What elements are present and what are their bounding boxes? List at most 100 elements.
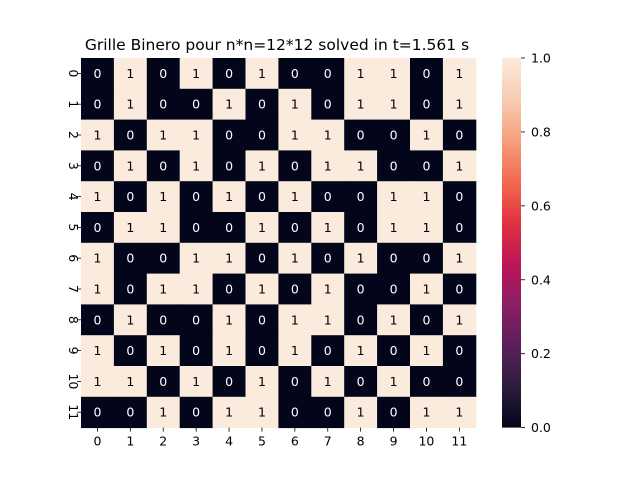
- cell-value-label: 1: [93, 189, 101, 204]
- cell-value-label: 1: [159, 405, 167, 420]
- cell-value-label: 1: [291, 343, 299, 358]
- cell-value-label: 1: [93, 282, 101, 297]
- cell-value-label: 1: [390, 374, 398, 389]
- cell-value-label: 0: [225, 282, 233, 297]
- x-tick-label: 0: [93, 434, 101, 449]
- cell-value-label: 1: [455, 97, 463, 112]
- cell-value-label: 1: [357, 405, 365, 420]
- cell-value-label: 0: [258, 189, 266, 204]
- cell-value-label: 1: [258, 374, 266, 389]
- cell-value-label: 0: [192, 220, 200, 235]
- cell-value-label: 1: [357, 158, 365, 173]
- y-tick-label: 8: [66, 316, 81, 324]
- cell-value-label: 0: [422, 97, 430, 112]
- cell-value-label: 0: [192, 343, 200, 358]
- cell-value-label: 0: [159, 251, 167, 266]
- cell-value-label: 0: [159, 97, 167, 112]
- cell-value-label: 1: [258, 220, 266, 235]
- x-tick-label: 6: [291, 434, 299, 449]
- y-axis: 01234567891011: [66, 69, 81, 420]
- cell-value-label: 1: [455, 405, 463, 420]
- colorbar-gradient: [502, 58, 521, 428]
- cell-value-label: 0: [357, 220, 365, 235]
- colorbar-tick-label: 0.8: [531, 124, 551, 139]
- cell-value-label: 1: [93, 374, 101, 389]
- cell-value-label: 1: [126, 312, 134, 327]
- cell-value-label: 1: [291, 251, 299, 266]
- cell-value-label: 0: [324, 97, 332, 112]
- cell-value-label: 1: [258, 282, 266, 297]
- cell-value-label: 0: [126, 251, 134, 266]
- cell-value-label: 1: [126, 158, 134, 173]
- cell-value-label: 0: [390, 405, 398, 420]
- cell-value-label: 0: [455, 374, 463, 389]
- cell-value-label: 0: [324, 405, 332, 420]
- cell-value-label: 0: [225, 66, 233, 81]
- cell-value-label: 1: [422, 282, 430, 297]
- y-tick-label: 11: [66, 404, 81, 420]
- y-tick-label: 10: [66, 373, 81, 389]
- cell-value-label: 1: [126, 374, 134, 389]
- cell-value-label: 0: [291, 220, 299, 235]
- cell-value-label: 1: [192, 66, 200, 81]
- cell-value-label: 0: [93, 97, 101, 112]
- cell-value-label: 0: [159, 312, 167, 327]
- cell-value-label: 1: [390, 66, 398, 81]
- cell-value-label: 1: [455, 66, 463, 81]
- cell-value-label: 0: [126, 189, 134, 204]
- cell-value-label: 1: [455, 312, 463, 327]
- cell-value-label: 0: [192, 312, 200, 327]
- cell-value-label: 0: [324, 251, 332, 266]
- cell-value-label: 1: [126, 66, 134, 81]
- cell-value-label: 1: [455, 158, 463, 173]
- cell-value-label: 0: [324, 343, 332, 358]
- cell-value-label: 1: [291, 312, 299, 327]
- cell-value-label: 1: [390, 312, 398, 327]
- x-axis: 0 1 2 3 4 5 6 7 8 9 10 11: [93, 428, 467, 449]
- y-tick-label: 3: [66, 162, 81, 170]
- cell-value-label: 1: [192, 374, 200, 389]
- cell-value-label: 0: [258, 251, 266, 266]
- cell-value-label: 0: [455, 282, 463, 297]
- cell-value-label: 1: [192, 282, 200, 297]
- x-tick-label: 8: [357, 434, 365, 449]
- cell-value-label: 1: [291, 97, 299, 112]
- cell-value-label: 0: [455, 220, 463, 235]
- cell-value-label: 0: [324, 189, 332, 204]
- cell-value-label: 0: [225, 128, 233, 143]
- cell-value-label: 1: [422, 189, 430, 204]
- cell-value-label: 0: [422, 66, 430, 81]
- cell-value-label: 0: [422, 251, 430, 266]
- cell-value-label: 0: [159, 374, 167, 389]
- x-tick-label: 5: [258, 434, 266, 449]
- cell-value-label: 1: [422, 343, 430, 358]
- colorbar-tick-label: 1.0: [531, 51, 551, 66]
- colorbar: 0.00.20.40.60.81.0: [502, 51, 551, 436]
- cell-value-label: 0: [93, 405, 101, 420]
- cell-value-label: 1: [291, 128, 299, 143]
- cell-value-label: 0: [390, 128, 398, 143]
- cell-value-label: 0: [225, 374, 233, 389]
- cell-value-label: 1: [390, 189, 398, 204]
- cell-value-label: 1: [93, 128, 101, 143]
- cell-value-label: 1: [225, 189, 233, 204]
- cell-value-label: 1: [159, 189, 167, 204]
- cell-value-label: 0: [225, 220, 233, 235]
- cell-value-label: 0: [192, 97, 200, 112]
- x-tick-label: 7: [324, 434, 332, 449]
- cell-value-label: 0: [192, 189, 200, 204]
- cell-value-label: 1: [422, 128, 430, 143]
- cell-value-label: 0: [93, 220, 101, 235]
- y-tick-label: 6: [66, 254, 81, 262]
- cell-value-label: 1: [192, 128, 200, 143]
- cell-value-label: 1: [357, 251, 365, 266]
- cell-value-label: 0: [291, 158, 299, 173]
- cell-value-label: 1: [225, 97, 233, 112]
- cell-value-label: 0: [422, 374, 430, 389]
- cell-value-label: 1: [225, 405, 233, 420]
- x-tick-label: 1: [126, 434, 134, 449]
- cell-value-label: 0: [126, 128, 134, 143]
- cell-value-label: 1: [291, 189, 299, 204]
- cell-value-label: 0: [390, 158, 398, 173]
